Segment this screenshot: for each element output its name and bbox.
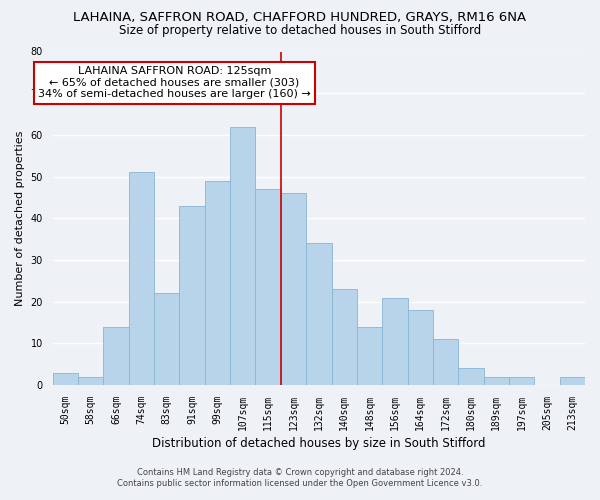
Bar [560, 376, 585, 385]
Text: LAHAINA SAFFRON ROAD: 125sqm
← 65% of detached houses are smaller (303)
34% of s: LAHAINA SAFFRON ROAD: 125sqm ← 65% of de… [38, 66, 311, 100]
Bar [103, 326, 129, 385]
Bar [407, 310, 433, 385]
Bar [484, 376, 509, 385]
Bar [433, 339, 458, 385]
Bar [78, 376, 103, 385]
Bar [382, 298, 407, 385]
Bar [281, 194, 306, 385]
Bar [256, 189, 281, 385]
Bar [306, 244, 332, 385]
Bar [458, 368, 484, 385]
Y-axis label: Number of detached properties: Number of detached properties [15, 130, 25, 306]
Text: Contains HM Land Registry data © Crown copyright and database right 2024.
Contai: Contains HM Land Registry data © Crown c… [118, 468, 482, 487]
Bar [230, 126, 256, 385]
Text: LAHAINA, SAFFRON ROAD, CHAFFORD HUNDRED, GRAYS, RM16 6NA: LAHAINA, SAFFRON ROAD, CHAFFORD HUNDRED,… [73, 11, 527, 24]
Bar [179, 206, 205, 385]
Bar [154, 294, 179, 385]
Bar [332, 289, 357, 385]
Bar [357, 326, 382, 385]
Bar [509, 376, 535, 385]
Bar [53, 372, 78, 385]
X-axis label: Distribution of detached houses by size in South Stifford: Distribution of detached houses by size … [152, 437, 485, 450]
Bar [129, 172, 154, 385]
Bar [205, 181, 230, 385]
Text: Size of property relative to detached houses in South Stifford: Size of property relative to detached ho… [119, 24, 481, 37]
